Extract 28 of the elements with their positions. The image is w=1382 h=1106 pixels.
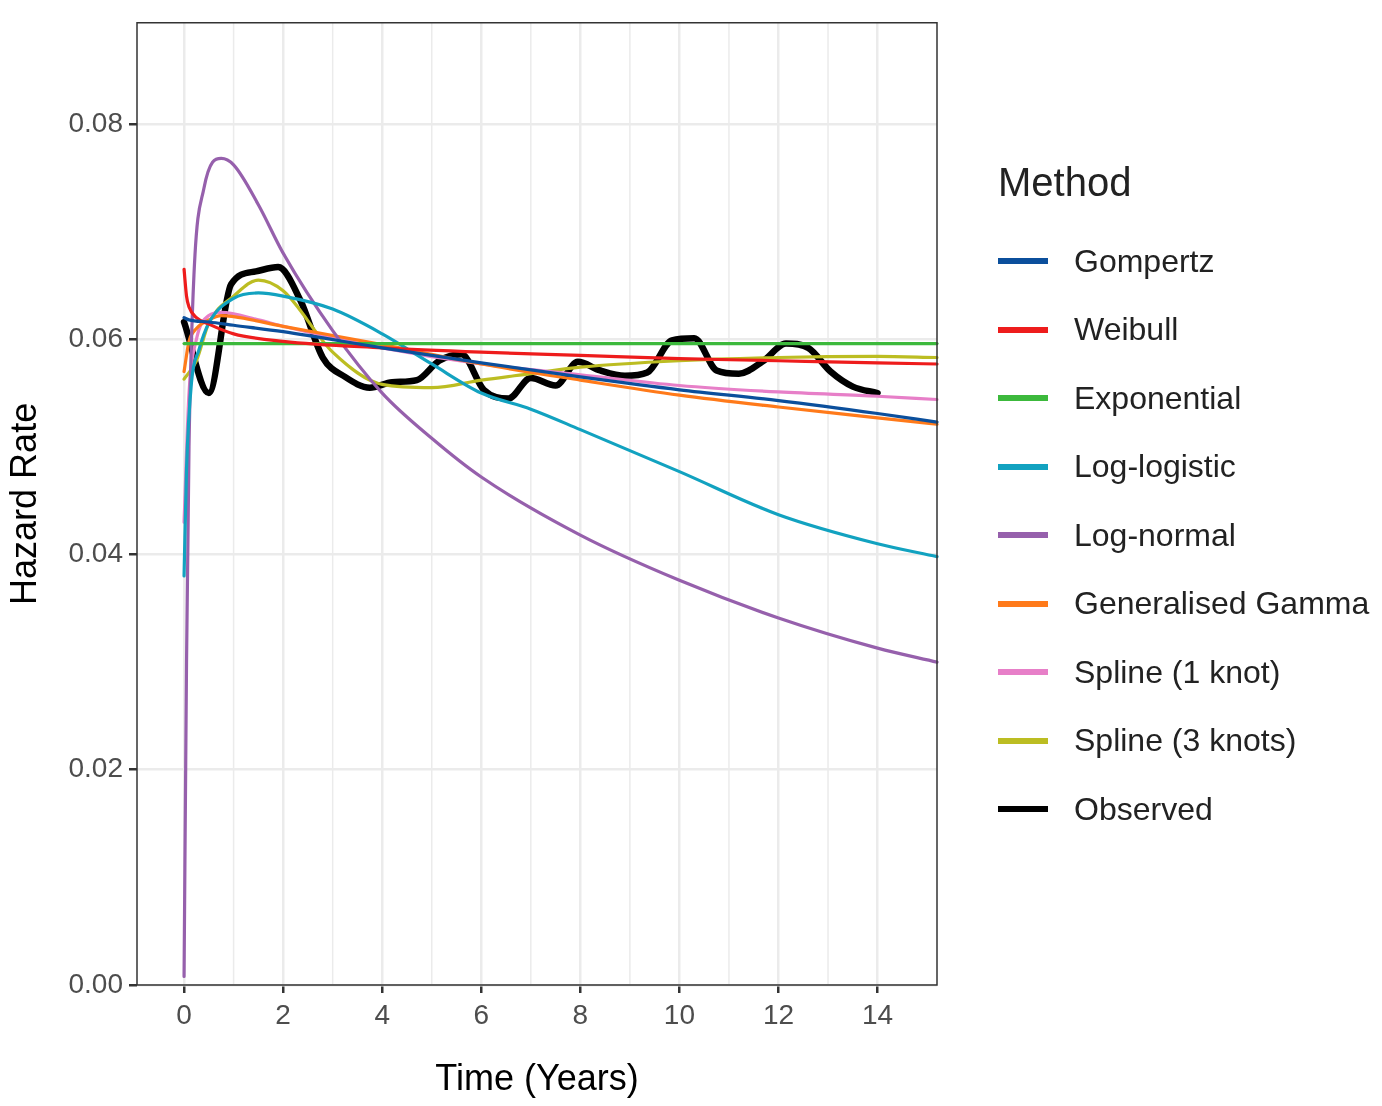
y-tick-label: 0.04 — [68, 537, 123, 569]
y-tick-label: 0.02 — [68, 752, 123, 784]
legend-label: Log-normal — [1074, 516, 1236, 554]
legend-label: Observed — [1074, 790, 1213, 828]
line-series — [182, 291, 939, 578]
legend-label: Spline (3 knots) — [1074, 722, 1297, 760]
x-tick-label: 14 — [861, 998, 894, 1030]
legend-label: Exponential — [1074, 379, 1242, 417]
y-axis-title: Hazard Rate — [2, 402, 44, 605]
x-axis-title: Time (Years) — [435, 1057, 639, 1099]
x-tick-label: 6 — [473, 998, 490, 1030]
y-tick-label: 0.08 — [68, 106, 123, 138]
legend-title: Method — [998, 160, 1133, 205]
y-tick-label: 0.00 — [68, 967, 123, 999]
legend-label: Generalised Gamma — [1074, 585, 1370, 623]
line-series — [182, 156, 939, 978]
legend-label: Spline (1 knot) — [1074, 653, 1281, 691]
x-tick-label: 12 — [762, 998, 795, 1030]
line-series — [182, 267, 939, 366]
x-tick-label: 8 — [572, 998, 589, 1030]
x-tick-label: 2 — [275, 998, 291, 1030]
x-tick-label: 10 — [663, 998, 695, 1030]
x-tick-label: 4 — [374, 998, 390, 1030]
legend-label: Weibull — [1074, 311, 1179, 349]
legend-label: Gompertz — [1074, 242, 1215, 280]
x-tick-label: 0 — [176, 998, 192, 1030]
y-tick-label: 0.06 — [68, 321, 123, 353]
legend-label: Log-logistic — [1074, 448, 1236, 486]
